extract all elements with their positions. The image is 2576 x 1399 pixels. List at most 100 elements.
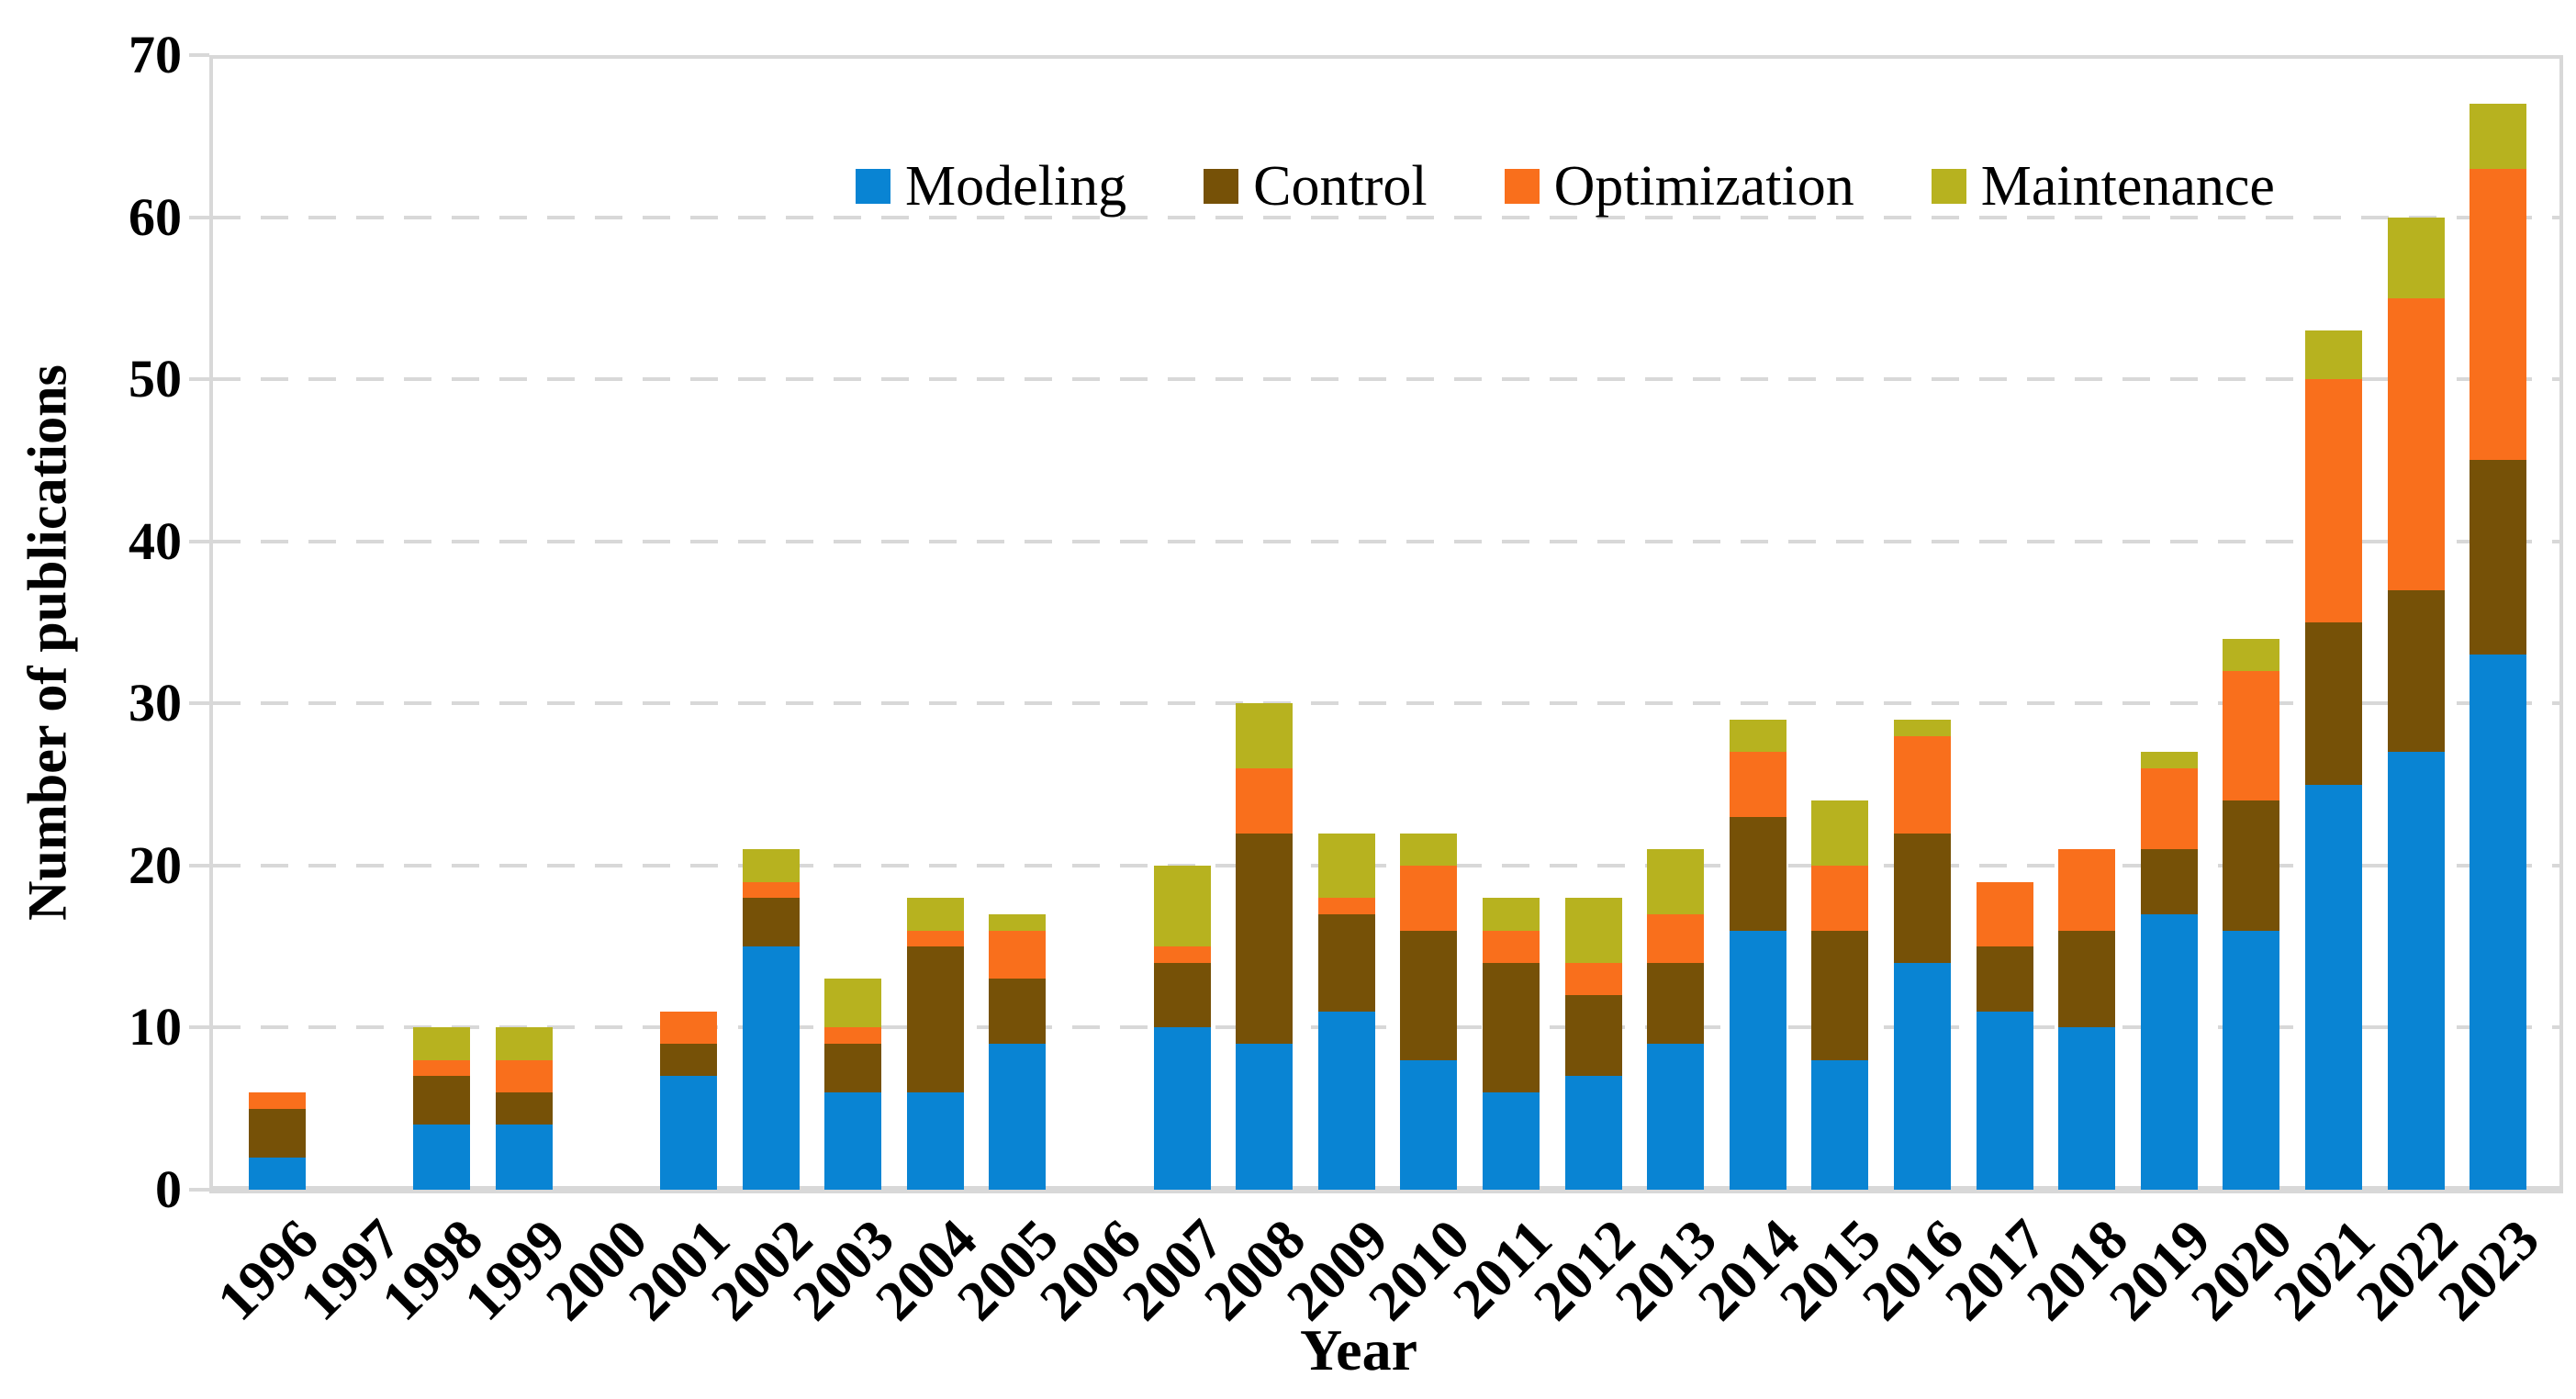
bar-segment-2011-maintenance: [1483, 898, 1540, 931]
bar-segment-2001-control: [660, 1044, 717, 1077]
bar-segment-2021-optimization: [2305, 379, 2362, 622]
bar-segment-2011-control: [1483, 962, 1540, 1093]
x-tick-label-2023: 2023: [2426, 1207, 2552, 1333]
x-axis-title: Year: [1300, 1317, 1417, 1382]
bar-segment-2021-modeling: [2305, 784, 2362, 1190]
plot-area: Modeling Control Optimization Maintenanc…: [209, 55, 2563, 1193]
y-tick-mark: [189, 377, 209, 382]
bar-segment-2019-control: [2140, 849, 2198, 914]
bar-segment-2016-control: [1894, 833, 1951, 963]
bar-segment-2012-optimization: [1564, 962, 1622, 996]
bar-segment-2016-modeling: [1894, 962, 1951, 1190]
bar-segment-2010-control: [1400, 930, 1458, 1060]
bar-segment-1996-control: [249, 1108, 306, 1158]
gridline-20: [213, 863, 2559, 867]
bar-segment-2002-control: [742, 898, 800, 947]
y-tick-label-60: 60: [129, 186, 182, 247]
legend-label: Control: [1253, 155, 1428, 218]
bar-segment-2005-control: [989, 979, 1047, 1045]
bar-segment-2007-optimization: [1153, 946, 1211, 963]
bar-segment-2022-modeling: [2387, 752, 2445, 1190]
y-tick-label-50: 50: [129, 349, 182, 409]
bar-segment-2021-control: [2305, 622, 2362, 785]
bar-segment-1996-modeling: [249, 1157, 306, 1190]
bar-segment-2007-maintenance: [1153, 865, 1211, 947]
bar-segment-2012-modeling: [1564, 1076, 1622, 1190]
bar-segment-2019-modeling: [2140, 913, 2198, 1190]
bar-segment-2009-modeling: [1317, 1011, 1375, 1190]
bar-segment-2002-optimization: [742, 881, 800, 899]
bar-segment-2015-maintenance: [1811, 800, 1869, 866]
bar-segment-1998-modeling: [413, 1125, 471, 1190]
bar-segment-2010-optimization: [1400, 865, 1458, 931]
bar-segment-2017-control: [1976, 946, 2033, 1012]
bar-segment-2023-modeling: [2470, 655, 2527, 1190]
bar-segment-2015-optimization: [1811, 865, 1869, 931]
bar-segment-2015-modeling: [1811, 1059, 1869, 1190]
x-axis-line: [209, 1186, 2563, 1193]
bar-segment-1999-maintenance: [495, 1027, 553, 1060]
bar-segment-2009-optimization: [1317, 898, 1375, 914]
y-tick-label-0: 0: [155, 1159, 182, 1219]
bar-segment-2004-modeling: [906, 1092, 964, 1190]
bar-segment-2020-control: [2223, 800, 2280, 931]
legend: Modeling Control Optimization Maintenanc…: [856, 154, 2275, 218]
bar-segment-2003-optimization: [824, 1027, 882, 1045]
bar-segment-2020-optimization: [2223, 670, 2280, 801]
bar-segment-2010-maintenance: [1400, 833, 1458, 866]
bar-segment-2020-modeling: [2223, 930, 2280, 1190]
bar-segment-2018-modeling: [2058, 1027, 2116, 1190]
bar-segment-2019-optimization: [2140, 767, 2198, 850]
gridline-40: [213, 539, 2559, 543]
bar-segment-2004-maintenance: [906, 898, 964, 931]
bar-segment-2001-optimization: [660, 1011, 717, 1045]
bar-segment-1996-optimization: [249, 1092, 306, 1109]
gridline-60: [213, 215, 2559, 219]
legend-label: Optimization: [1553, 155, 1854, 218]
bar-segment-2005-maintenance: [989, 913, 1047, 931]
y-tick-label-10: 10: [129, 997, 182, 1058]
bar-segment-2008-maintenance: [1236, 703, 1294, 768]
bar-segment-2019-maintenance: [2140, 752, 2198, 768]
bar-segment-2016-maintenance: [1894, 719, 1951, 736]
bar-segment-2017-optimization: [1976, 881, 2033, 947]
legend-label: Modeling: [905, 155, 1127, 218]
bar-segment-1999-optimization: [495, 1059, 553, 1093]
legend-item-control: Control: [1204, 154, 1428, 218]
bar-segment-1999-control: [495, 1092, 553, 1125]
y-tick-mark: [189, 215, 209, 219]
bar-segment-1999-modeling: [495, 1125, 553, 1190]
bar-segment-2005-optimization: [989, 930, 1047, 979]
bar-segment-2023-maintenance: [2470, 103, 2527, 169]
bar-segment-2012-maintenance: [1564, 898, 1622, 963]
legend-item-optimization: Optimization: [1504, 154, 1854, 218]
control-swatch-icon: [1204, 169, 1239, 204]
bar-segment-2009-maintenance: [1317, 833, 1375, 899]
bar-segment-2022-maintenance: [2387, 217, 2445, 298]
y-tick-mark: [189, 1188, 209, 1192]
bar-segment-2008-control: [1236, 833, 1294, 1045]
y-tick-mark: [189, 863, 209, 867]
y-axis-title: Number of publications: [17, 364, 78, 921]
y-tick-mark: [189, 539, 209, 543]
optimization-swatch-icon: [1504, 169, 1540, 204]
bar-segment-2022-control: [2387, 589, 2445, 753]
y-tick-mark: [189, 1025, 209, 1030]
legend-item-maintenance: Maintenance: [1931, 154, 2275, 218]
bar-segment-1998-maintenance: [413, 1027, 471, 1060]
bar-segment-2023-control: [2470, 460, 2527, 655]
bar-segment-2014-maintenance: [1729, 719, 1786, 753]
bar-segment-2013-optimization: [1647, 913, 1705, 963]
bar-segment-1998-optimization: [413, 1059, 471, 1077]
bar-segment-2014-modeling: [1729, 930, 1786, 1190]
bar-segment-2008-optimization: [1236, 767, 1294, 834]
gridline-10: [213, 1025, 2559, 1030]
bar-segment-2013-modeling: [1647, 1044, 1705, 1190]
bar-segment-2003-control: [824, 1044, 882, 1093]
bar-segment-2018-control: [2058, 930, 2116, 1028]
y-tick-label-30: 30: [129, 673, 182, 733]
bar-segment-2005-modeling: [989, 1044, 1047, 1190]
y-tick-mark: [189, 701, 209, 706]
bar-segment-2022-optimization: [2387, 297, 2445, 590]
